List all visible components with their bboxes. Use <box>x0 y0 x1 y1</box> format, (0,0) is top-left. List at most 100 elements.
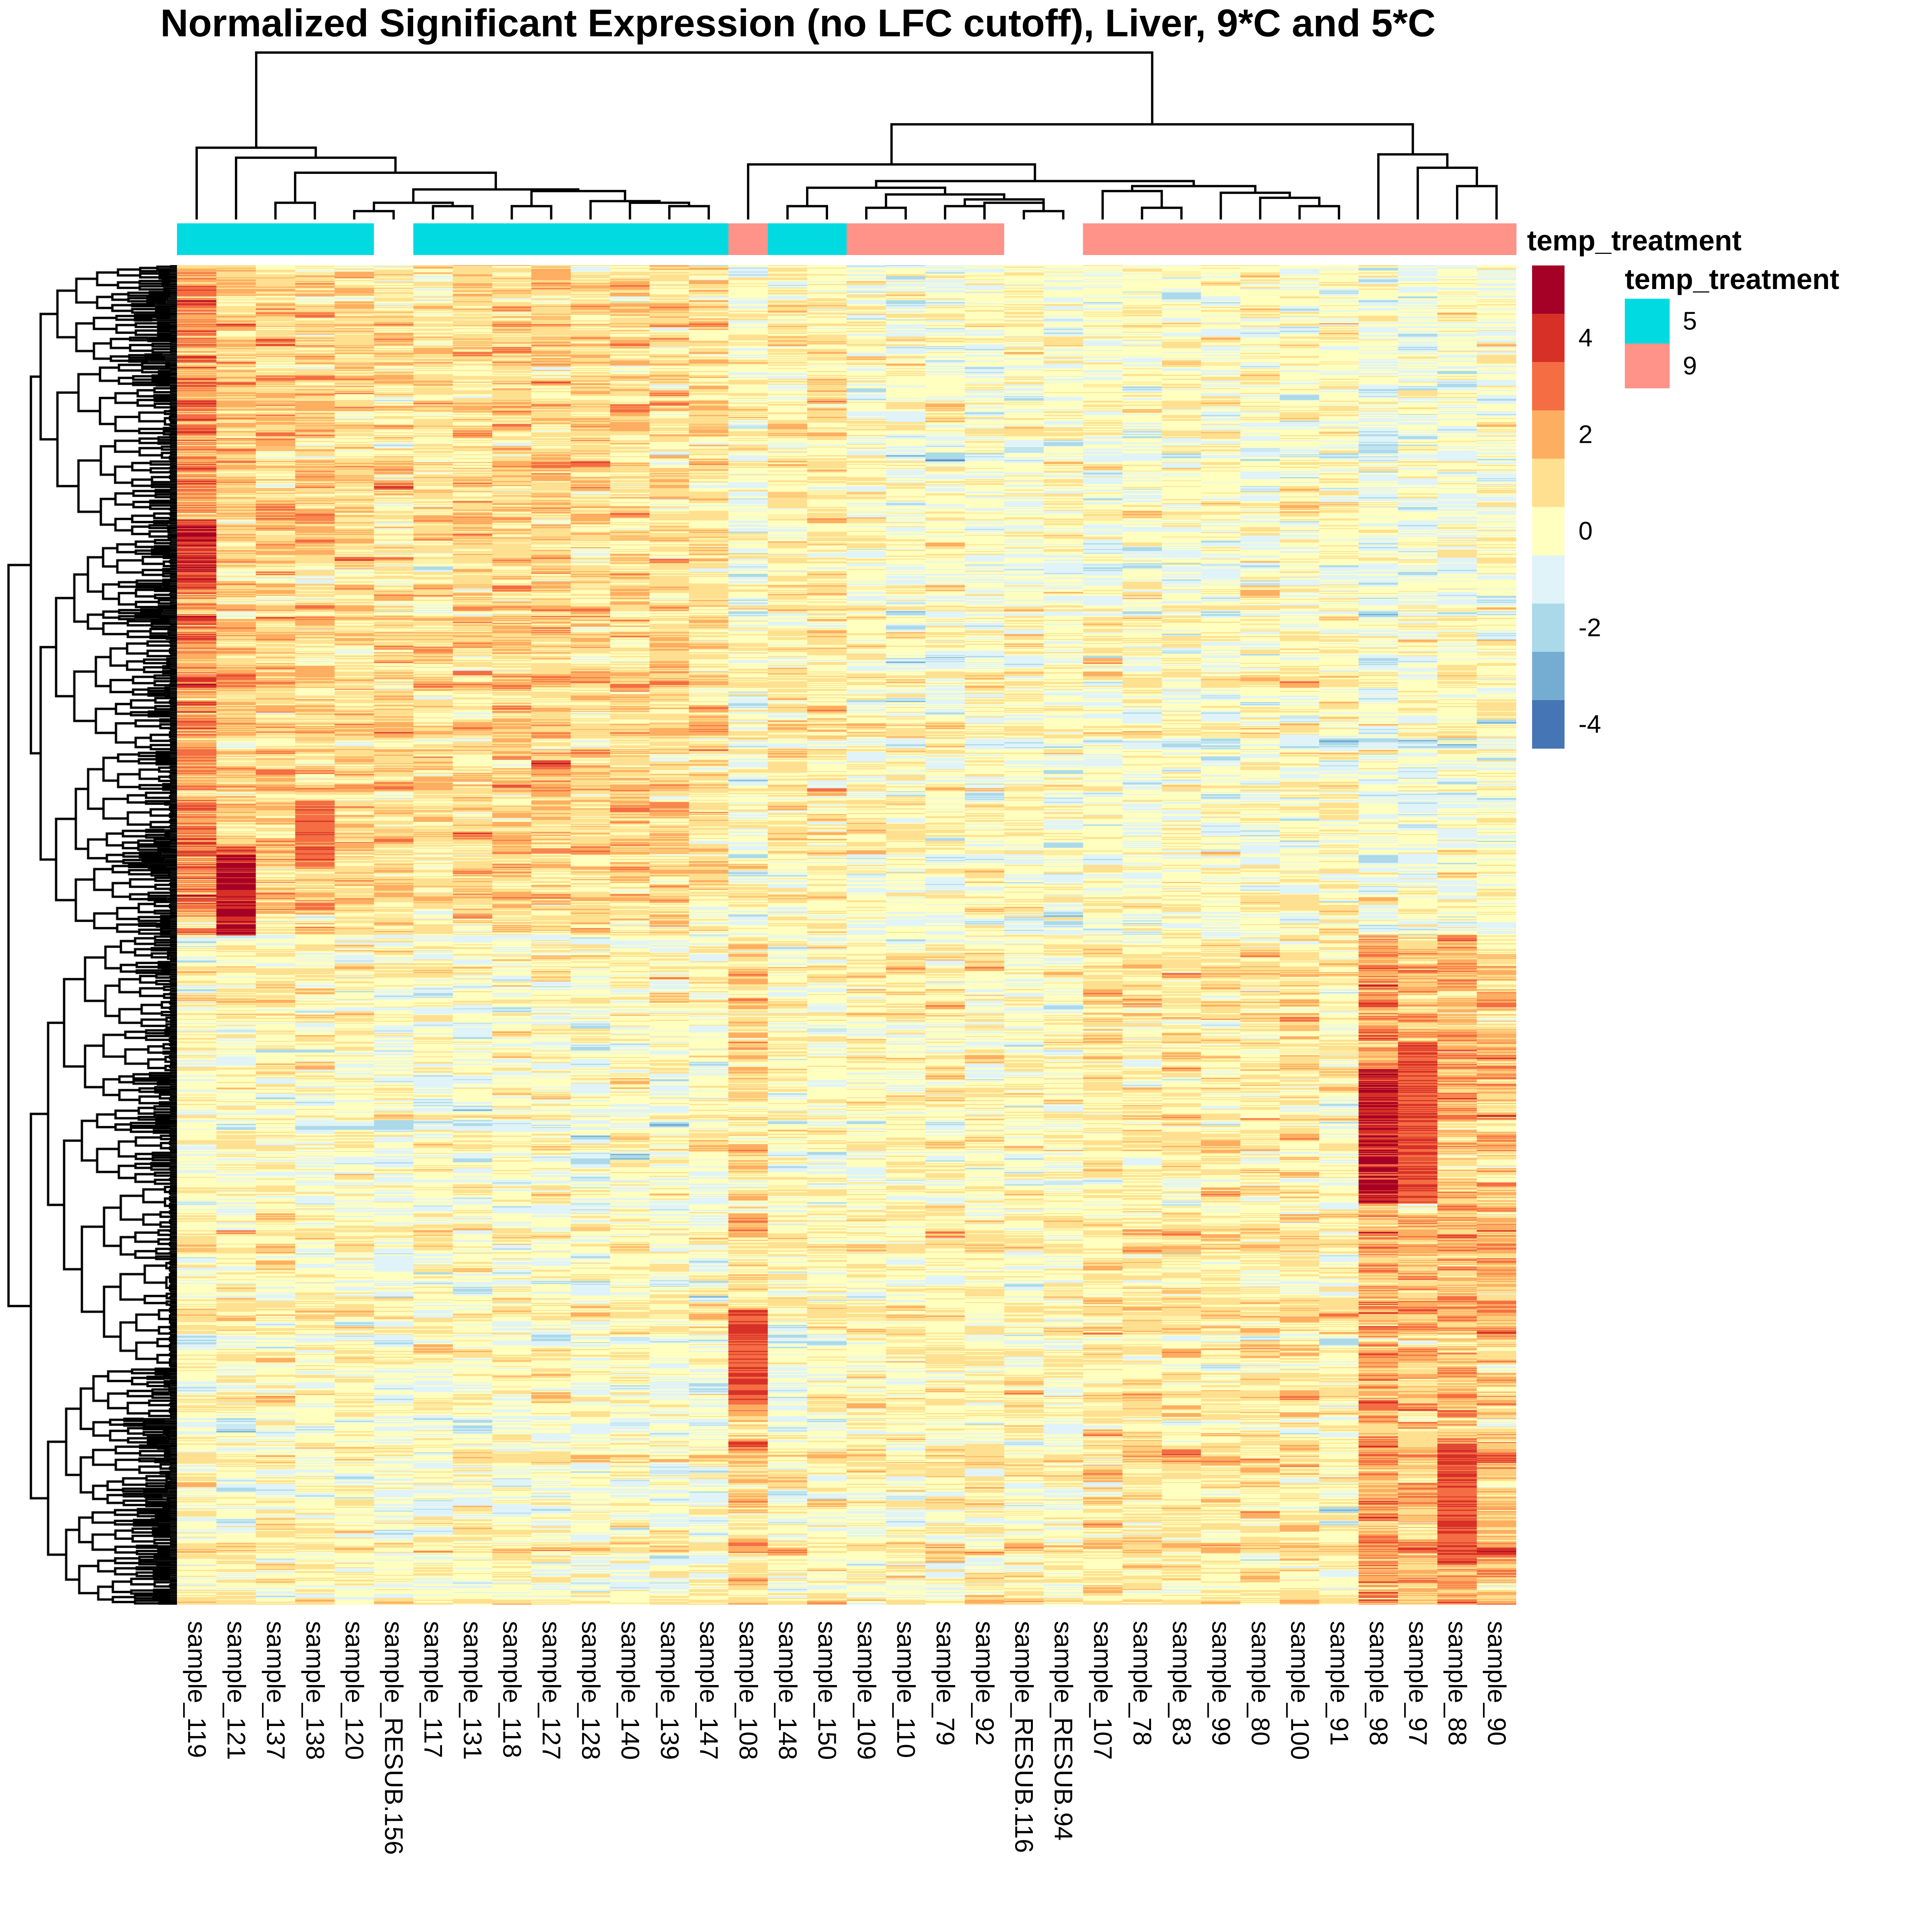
dendrogram-branch <box>294 172 497 203</box>
heatmap-body <box>177 265 1516 1605</box>
column-label: sample_119 <box>183 1621 211 1758</box>
column-label: sample_131 <box>459 1621 487 1760</box>
column-label: sample_128 <box>577 1621 605 1760</box>
annotation-cell <box>689 223 729 255</box>
column-label: sample_92 <box>971 1621 999 1746</box>
dendrogram-branch <box>806 186 946 206</box>
dendrogram-branch <box>786 205 828 219</box>
column-label: sample_138 <box>301 1621 330 1760</box>
annotation-cell <box>1043 223 1083 255</box>
column-label: sample_88 <box>1443 1621 1472 1746</box>
annotation-cell <box>1083 223 1123 255</box>
annotation-cell <box>1319 223 1359 255</box>
dendrogram-branch <box>1298 205 1340 219</box>
annotation-cell <box>492 223 532 255</box>
color-legend-swatch <box>1532 604 1565 652</box>
annotation-cell <box>1398 223 1438 255</box>
annotation-legend-label: 5 <box>1683 306 1697 335</box>
column-label: sample_91 <box>1325 1621 1354 1746</box>
annotation-cell <box>413 223 453 255</box>
row-dendrogram <box>0 265 177 1605</box>
column-label: sample_118 <box>498 1621 527 1758</box>
color-legend-tick-label: 0 <box>1578 517 1593 545</box>
color-legend-swatch <box>1532 265 1565 314</box>
color-legend-swatch <box>1532 652 1565 701</box>
dendrogram-branch <box>1101 190 1163 219</box>
column-label: sample_99 <box>1207 1621 1235 1746</box>
annotation-legend: temp_treatment 5 9 <box>1625 263 1839 388</box>
dendrogram-branch <box>510 205 553 219</box>
annotation-cell <box>1477 223 1517 255</box>
column-label: sample_RESUB.156 <box>380 1621 408 1855</box>
column-label: sample_147 <box>695 1621 723 1760</box>
color-legend-swatch <box>1532 700 1565 749</box>
annotation-cell <box>571 223 611 255</box>
annotation-cell <box>847 223 886 255</box>
column-label: sample_121 <box>222 1621 251 1760</box>
column-label: sample_100 <box>1286 1621 1314 1760</box>
column-label: sample_79 <box>931 1621 960 1746</box>
annotation-legend-swatch <box>1625 299 1670 344</box>
dendrogram-branch <box>1141 206 1183 219</box>
annotation-cell <box>334 223 374 255</box>
dendrogram-branch <box>1259 196 1321 219</box>
annotation-cell <box>807 223 847 255</box>
annotation-legend-title: temp_treatment <box>1625 263 1839 295</box>
dendrogram-branch <box>274 201 316 219</box>
annotation-cell <box>964 223 1005 255</box>
color-legend-tick-label: -4 <box>1578 710 1601 738</box>
color-legend-swatch <box>1532 459 1565 507</box>
annotation-cell <box>216 223 256 255</box>
column-label: sample_109 <box>852 1621 881 1760</box>
column-label: sample_RESUB.94 <box>1049 1621 1078 1841</box>
column-label: sample_137 <box>262 1621 290 1760</box>
color-legend-tick-label: 2 <box>1578 420 1593 449</box>
annotation-cell <box>531 223 571 255</box>
annotation-cell <box>1201 223 1241 255</box>
color-legend-swatch <box>1532 362 1565 411</box>
annotation-cell <box>177 223 217 255</box>
annotation-cell <box>768 223 808 255</box>
dendrogram-branch <box>530 190 626 206</box>
column-label: sample_83 <box>1168 1621 1196 1746</box>
column-label: sample_108 <box>734 1621 763 1760</box>
dendrogram-branch <box>1456 185 1498 219</box>
annotation-cell <box>255 223 296 255</box>
column-label: sample_98 <box>1364 1621 1393 1746</box>
annotation-cell <box>1359 223 1398 255</box>
annotation-cell <box>886 223 926 255</box>
column-label: sample_80 <box>1246 1621 1275 1746</box>
column-label: sample_110 <box>892 1621 920 1758</box>
annotation-cell <box>295 223 335 255</box>
column-label: sample_148 <box>774 1621 802 1760</box>
color-legend-tick-label: -2 <box>1578 613 1601 642</box>
annotation-cell <box>610 223 650 255</box>
column-label: sample_140 <box>616 1621 645 1760</box>
column-label: sample_107 <box>1089 1621 1117 1760</box>
dendrogram-branch <box>1417 167 1478 219</box>
annotation-cell <box>1162 223 1202 255</box>
annotation-bar <box>177 223 1517 255</box>
annotation-cell <box>374 223 414 255</box>
dendrogram-branch <box>353 210 395 219</box>
dendrogram-branch <box>255 51 1153 148</box>
dendrogram-branch <box>1022 210 1065 219</box>
color-scale-legend: 4 2 0 -2 -4 <box>1532 265 1601 749</box>
annotation-cell <box>925 223 965 255</box>
dendrogram-branch <box>668 205 710 219</box>
dendrogram-branch <box>432 205 474 219</box>
column-label: sample_117 <box>419 1621 448 1758</box>
dendrogram-branch <box>944 205 986 219</box>
color-legend-swatch <box>1532 507 1565 556</box>
dendrogram-branch <box>890 123 1414 165</box>
color-legend-tick-label: 4 <box>1578 323 1593 352</box>
color-legend-swatch <box>1532 410 1565 459</box>
annotation-cell <box>1437 223 1477 255</box>
column-dendrogram <box>195 51 1498 219</box>
annotation-cell <box>1122 223 1162 255</box>
annotation-row-label: temp_treatment <box>1527 224 1742 257</box>
annotation-cell <box>1280 223 1320 255</box>
column-label: sample_139 <box>655 1621 684 1760</box>
